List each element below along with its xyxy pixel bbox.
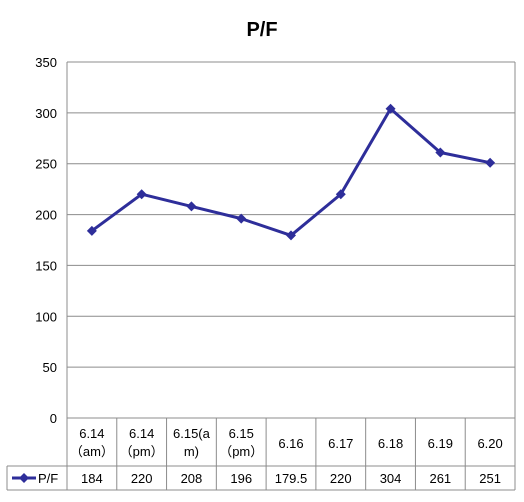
y-tick-label: 150: [35, 258, 57, 273]
y-tick-label: 250: [35, 157, 57, 172]
data-table-value: 251: [479, 471, 501, 486]
x-tick-label: 6.20: [477, 436, 502, 451]
x-tick-label: 6.18: [378, 436, 403, 451]
data-table-value: 261: [429, 471, 451, 486]
legend-label: P/F: [38, 471, 58, 486]
x-tick-label: 6.19: [428, 436, 453, 451]
data-point-marker: [86, 225, 97, 236]
y-tick-label: 100: [35, 309, 57, 324]
data-point-marker: [485, 157, 496, 168]
y-tick-label: 50: [43, 360, 57, 375]
legend-diamond-icon: [19, 473, 29, 483]
x-tick-label: 6.15(a m): [173, 426, 211, 459]
y-tick-label: 350: [35, 55, 57, 70]
series-line: [90, 107, 492, 237]
y-tick-label: 300: [35, 106, 57, 121]
x-tick-label: 6.16: [278, 436, 303, 451]
data-table-value: 179.5: [275, 471, 308, 486]
data-point-marker: [236, 213, 247, 224]
data-table-value: 220: [131, 471, 153, 486]
data-table-value: 220: [330, 471, 352, 486]
data-point-marker: [335, 189, 346, 200]
data-point-marker: [186, 201, 197, 212]
chart-title: P/F: [246, 19, 277, 41]
y-tick-label: 200: [35, 208, 57, 223]
data-point-marker: [435, 147, 446, 158]
x-tick-label: 6.14 （pm）: [120, 426, 164, 459]
data-table-value: 196: [230, 471, 252, 486]
data-point-marker: [385, 103, 396, 114]
data-table-value: 184: [81, 471, 103, 486]
x-tick-label: 6.17: [328, 436, 353, 451]
data-point-marker: [286, 230, 296, 241]
data-table-value: 304: [380, 471, 402, 486]
y-tick-label: 0: [50, 411, 57, 426]
data-table-value: 208: [181, 471, 203, 486]
data-point-marker: [136, 189, 147, 200]
x-tick-label: 6.15 （pm）: [219, 426, 263, 459]
x-tick-label: 6.14 （am）: [70, 426, 114, 459]
